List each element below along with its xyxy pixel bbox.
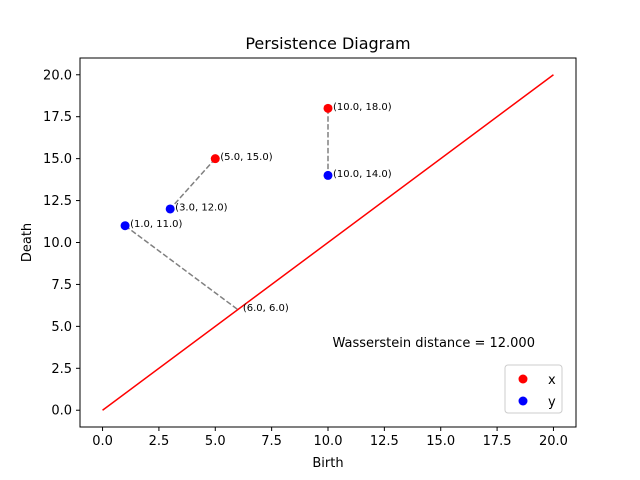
y-tick-label: 5.0 [51,320,72,335]
legend-label-y: y [548,395,556,410]
matching-layer [124,108,329,311]
y-tick-label: 17.5 [43,110,72,125]
y-tick-label: 20.0 [43,68,72,83]
x-tick-label: 7.5 [261,434,282,449]
x-axis-label: Birth [312,456,343,471]
point-label: (5.0, 15.0) [220,152,272,163]
point-label: (10.0, 18.0) [333,102,392,113]
point-x [323,103,333,113]
legend-marker-y [518,396,528,406]
diagonal-layer [102,74,554,411]
y-tick-label: 10.0 [43,236,72,251]
x-tick-label: 0.0 [92,434,113,449]
point-y [165,204,175,214]
diagonal-line [102,74,554,411]
x-tick-label: 5.0 [205,434,226,449]
x-tick-label: 2.5 [149,434,170,449]
x-tick-label: 12.5 [370,434,399,449]
y-tick-label: 15.0 [43,152,72,167]
legend: x y [504,364,563,414]
point-label: (10.0, 14.0) [333,169,392,180]
x-tick-label: 15.0 [426,434,455,449]
points-layer [120,103,333,231]
matching-line [169,158,216,210]
point-x [210,154,220,164]
x-tick-label: 10.0 [314,434,343,449]
x-tick-label: 17.5 [483,434,512,449]
point-label: (3.0, 12.0) [175,202,227,213]
y-tick-label: 2.5 [51,362,72,377]
legend-label-x: x [548,373,556,388]
y-axis-label: Death [20,223,35,262]
point-labels-layer: (5.0, 15.0) (10.0, 18.0) (1.0, 11.0) (3.0, … [130,102,392,314]
projection-label: (6.0, 6.0) [243,303,289,314]
wasserstein-annotation: Wasserstein distance = 12.000 [333,336,535,351]
legend-marker-x [518,374,528,384]
y-tick-label: 7.5 [51,278,72,293]
chart-title: Persistence Diagram [245,34,410,53]
point-label: (1.0, 11.0) [130,219,182,230]
y-axis: 0.0 2.5 5.0 7.5 10.0 12.5 15.0 17.5 20.0 [43,68,80,419]
point-y [323,170,333,180]
x-axis: 0.0 2.5 5.0 7.5 10.0 12.5 15.0 17.5 20.0 [92,427,568,449]
x-tick-label: 20.0 [539,434,568,449]
y-tick-label: 12.5 [43,194,72,209]
y-tick-label: 0.0 [51,404,72,419]
point-y [120,221,130,231]
